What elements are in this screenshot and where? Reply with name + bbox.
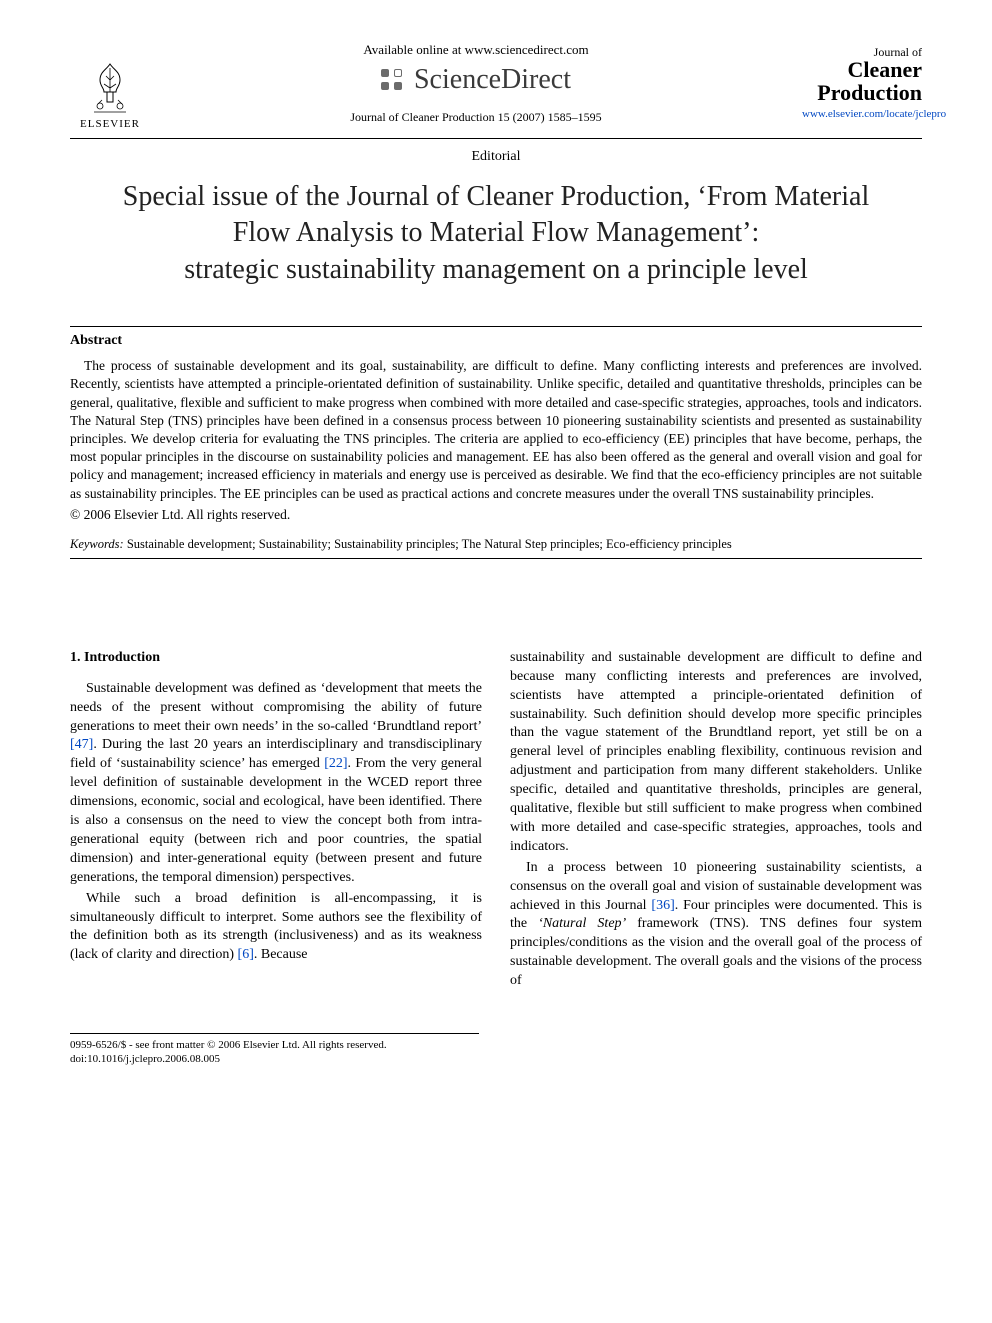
sciencedirect-brand: ScienceDirect <box>150 64 802 96</box>
abstract-body: The process of sustainable development a… <box>70 357 922 503</box>
abstract-top-rule <box>70 326 922 327</box>
tns-italic: ‘Natural Step’ <box>538 916 626 931</box>
sciencedirect-text: ScienceDirect <box>414 64 571 96</box>
sciencedirect-icon <box>381 69 404 92</box>
section-1-heading: 1. Introduction <box>70 649 482 668</box>
ref-6[interactable]: [6] <box>238 947 254 962</box>
title-line-3: strategic sustainability management on a… <box>184 254 808 285</box>
journal-name-line1: Cleaner <box>802 60 922 81</box>
abstract-heading: Abstract <box>70 333 922 349</box>
intro-paragraph-1: Sustainable development was defined as ‘… <box>70 680 482 888</box>
keywords-label: Keywords: <box>70 537 124 551</box>
copyright-line: © 2006 Elsevier Ltd. All rights reserved… <box>70 507 922 523</box>
intro-paragraph-2: While such a broad definition is all-enc… <box>70 890 482 966</box>
publisher-logo: ELSEVIER <box>70 60 150 130</box>
abstract-text: The process of sustainable development a… <box>70 357 922 503</box>
ref-36[interactable]: [36] <box>651 898 674 913</box>
right-column: sustainability and sustainable developme… <box>510 649 922 993</box>
ref-22[interactable]: [22] <box>324 756 347 771</box>
left-column: 1. Introduction Sustainable development … <box>70 649 482 993</box>
publisher-name: ELSEVIER <box>80 118 140 130</box>
available-online-text: Available online at www.sciencedirect.co… <box>150 42 802 58</box>
journal-name-line2: Production <box>802 83 922 104</box>
keywords-list: Sustainable development; Sustainability;… <box>127 537 732 551</box>
abstract-bottom-rule <box>70 558 922 559</box>
header-rule <box>70 138 922 139</box>
intro-paragraph-3: In a process between 10 pioneering susta… <box>510 859 922 991</box>
title-line-2: Flow Analysis to Material Flow Managemen… <box>233 217 760 248</box>
journal-cover-block: Journal of Cleaner Production www.elsevi… <box>802 46 922 120</box>
ref-47[interactable]: [47] <box>70 737 93 752</box>
footer-block: 0959-6526/$ - see front matter © 2006 El… <box>70 1033 479 1067</box>
footer-front-matter: 0959-6526/$ - see front matter © 2006 El… <box>70 1038 479 1052</box>
journal-homepage-link[interactable]: www.elsevier.com/locate/jclepro <box>802 108 922 120</box>
article-type-label: Editorial <box>70 149 922 165</box>
footer-doi: doi:10.1016/j.jclepro.2006.08.005 <box>70 1052 479 1066</box>
title-line-1: Special issue of the Journal of Cleaner … <box>123 181 869 212</box>
article-citation: Journal of Cleaner Production 15 (2007) … <box>150 110 802 125</box>
elsevier-tree-icon <box>86 60 134 116</box>
keywords-block: Keywords: Sustainable development; Susta… <box>70 537 922 552</box>
article-title: Special issue of the Journal of Cleaner … <box>70 179 922 288</box>
intro-paragraph-2-cont: sustainability and sustainable developme… <box>510 649 922 857</box>
